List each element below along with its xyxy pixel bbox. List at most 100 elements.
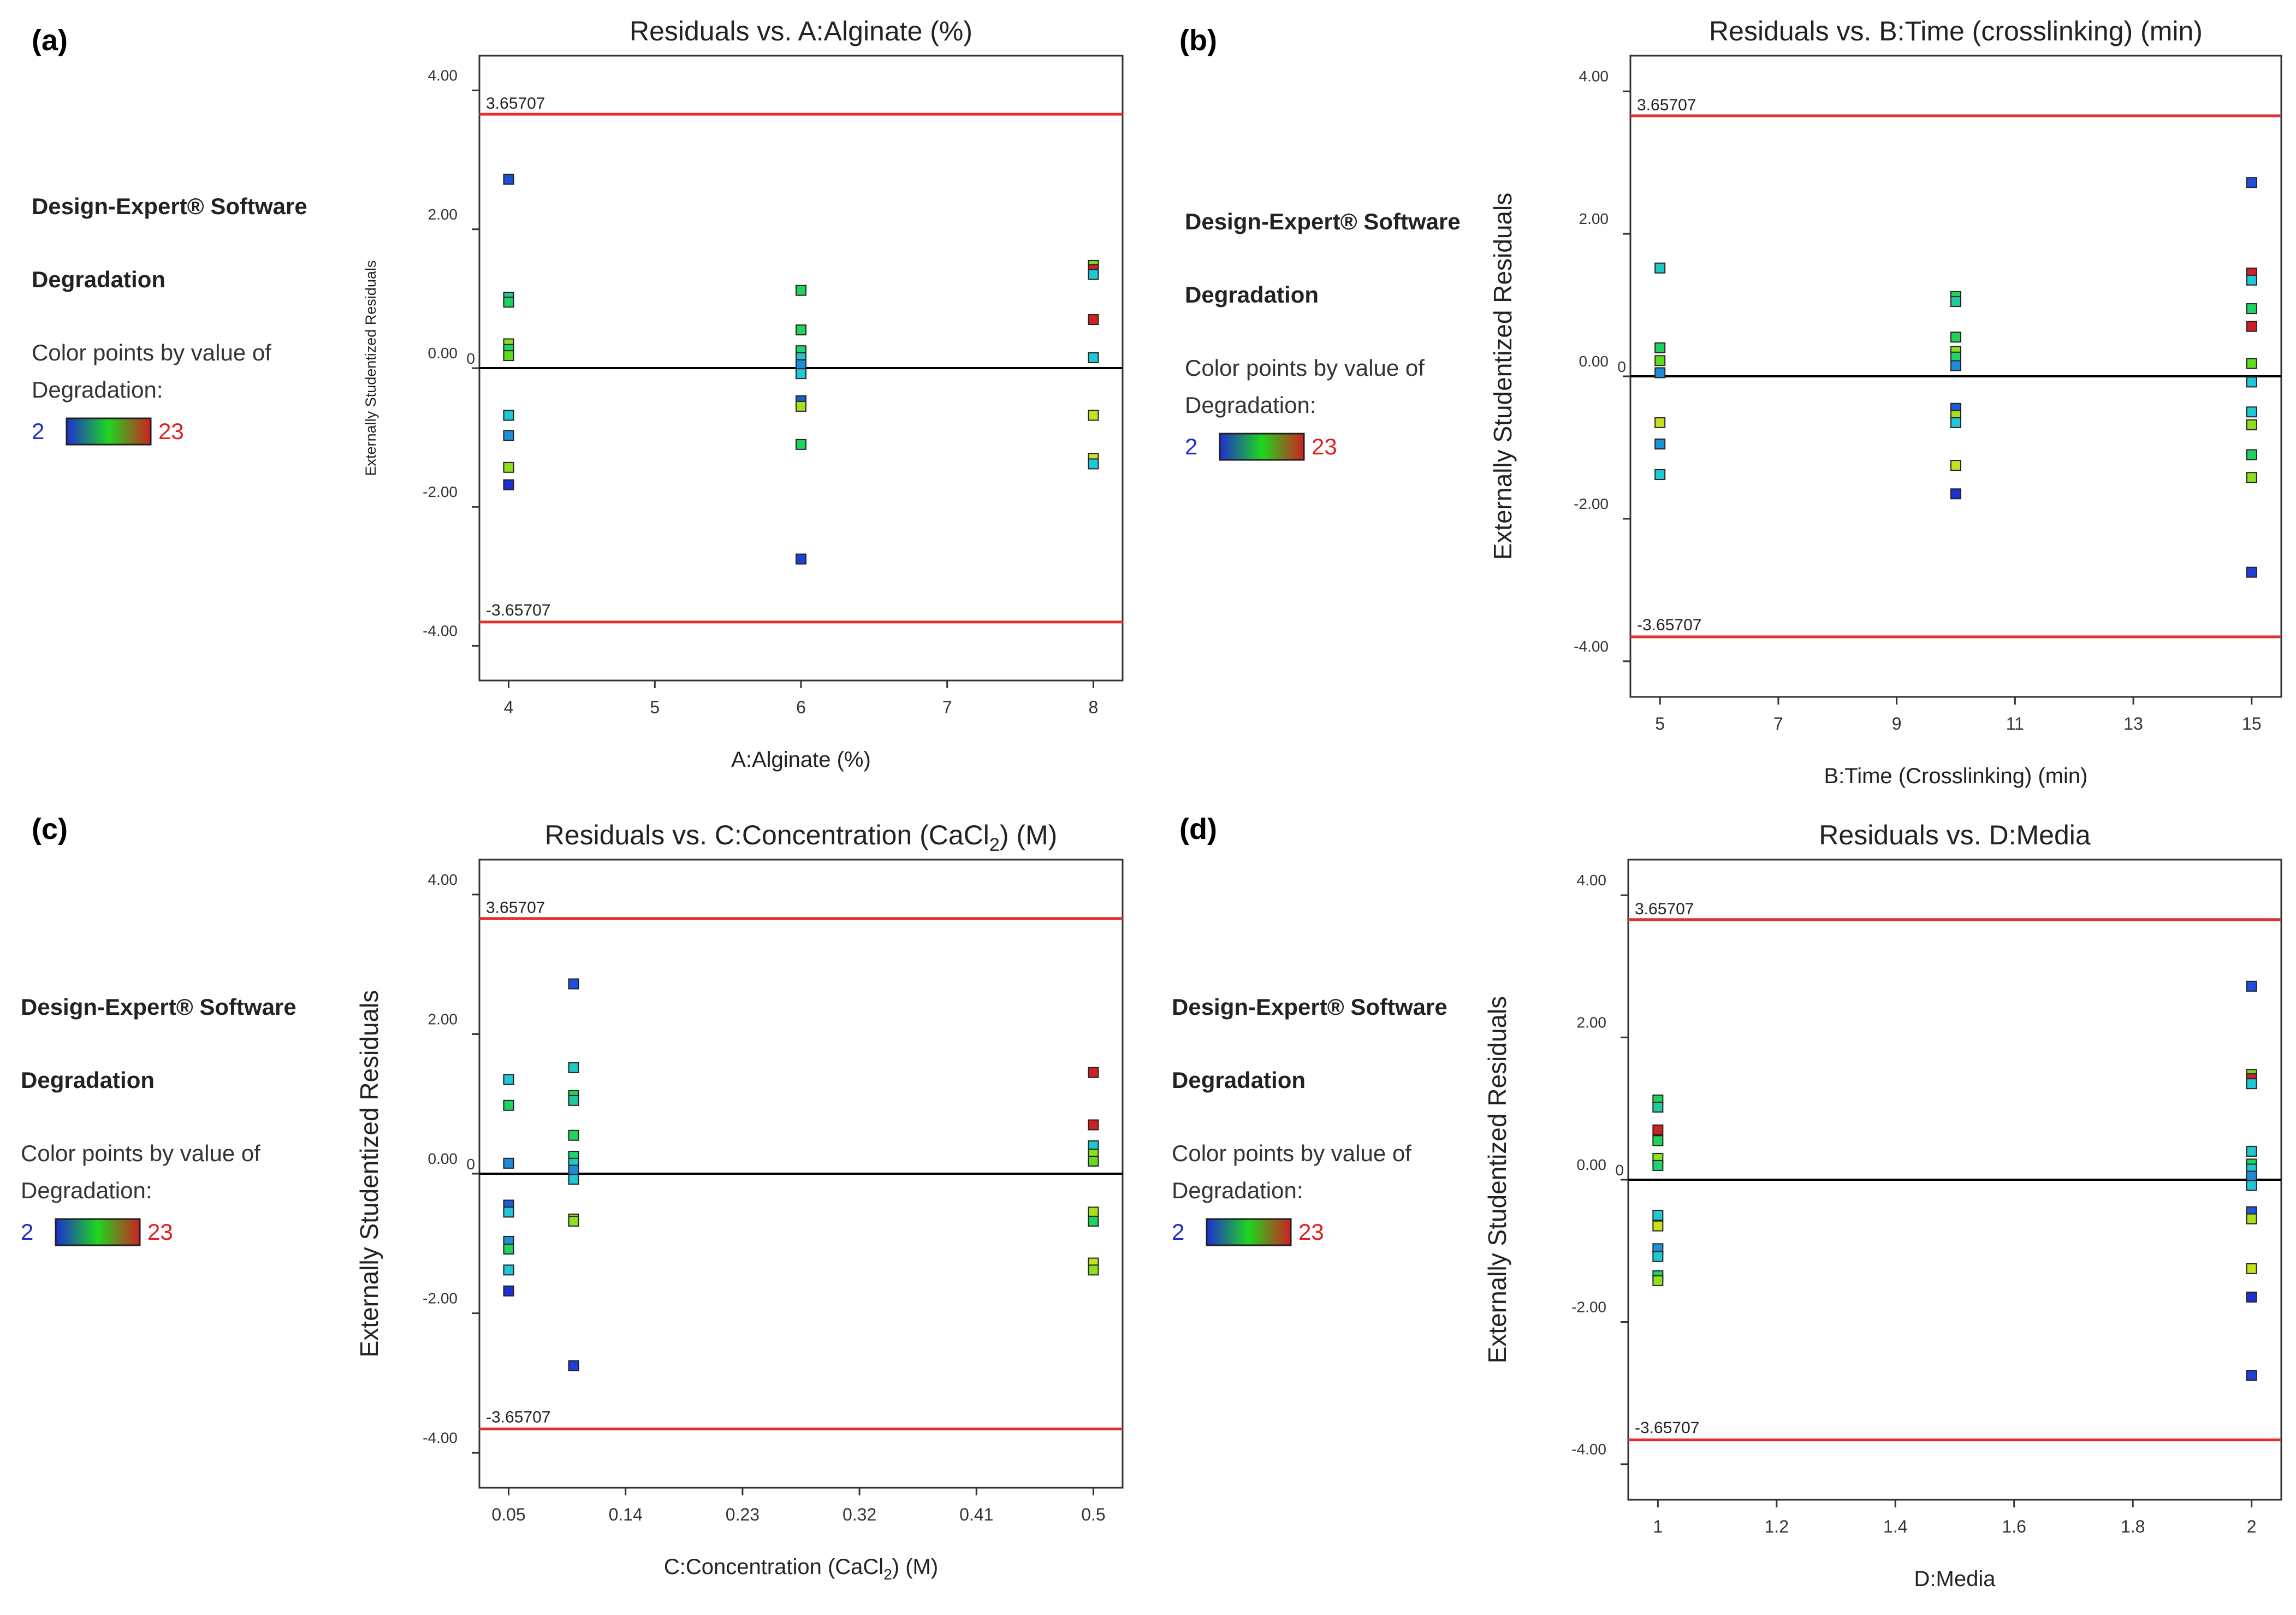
data-point: [796, 553, 806, 565]
data-point: [1950, 332, 1961, 343]
data-point: [1652, 1124, 1664, 1135]
data-point: [1652, 1220, 1664, 1232]
data-point: [1088, 1156, 1099, 1167]
x-tick-label: 1.4: [1883, 1517, 1907, 1536]
data-point: [1088, 1067, 1099, 1078]
zero-line-label: 0: [466, 1156, 475, 1173]
legend-min-value: 2: [1172, 1219, 1184, 1245]
legend-color-gradient: [1206, 1218, 1292, 1246]
data-point: [2246, 1291, 2257, 1303]
x-tick-label: 6: [796, 697, 806, 717]
x-axis-label: A:Alginate (%): [731, 748, 871, 772]
data-point: [2246, 376, 2257, 388]
data-point: [1652, 1135, 1664, 1146]
x-tick-label: 0.05: [491, 1505, 525, 1524]
x-tick-label: 5: [650, 697, 660, 717]
legend-min-value: 2: [1185, 434, 1197, 459]
x-tick-label: 2: [2247, 1517, 2257, 1536]
y-tick-label: 0.00: [1579, 353, 1609, 370]
x-tick-label: 0.5: [1081, 1505, 1105, 1524]
data-point: [1088, 458, 1099, 470]
data-point: [796, 285, 806, 296]
y-tick-label: 4.00: [1577, 872, 1607, 889]
data-point: [1654, 438, 1666, 449]
lower-limit-label: -3.65707: [1637, 616, 1701, 634]
y-tick-label: 4.00: [428, 871, 458, 888]
legend-response-name: Degradation: [1185, 282, 1319, 307]
data-point: [503, 410, 514, 421]
data-point: [2246, 177, 2257, 188]
data-point: [2246, 358, 2257, 369]
chart-panel-4: (d) Residuals vs. D:Media 4.00 2.00 0.00 -2.0…: [1172, 813, 2282, 1591]
data-point: [1654, 342, 1666, 353]
panel-label: (c): [32, 813, 68, 845]
data-point: [2246, 449, 2257, 460]
chart-title: Residuals vs. C:Concentration (CaCl2) (M…: [545, 820, 1058, 855]
x-tick-label: 4: [504, 697, 514, 717]
data-point: [1652, 1210, 1664, 1221]
legend-response-name: Degradation: [32, 267, 165, 292]
y-tick-label: 0.00: [428, 1150, 458, 1167]
data-point: [503, 174, 514, 185]
data-point: [2246, 1078, 2257, 1090]
zero-line-label: 0: [1615, 1162, 1624, 1179]
data-point: [503, 1099, 514, 1111]
data-point: [1088, 314, 1099, 326]
x-tick-label: 5: [1655, 714, 1665, 733]
data-point: [503, 462, 514, 473]
upper-limit-label: 3.65707: [1637, 96, 1696, 114]
legend-color-by: Color points by value of: [1185, 355, 1425, 381]
y-tick-label: 2.00: [428, 206, 458, 223]
x-tick-label: 0.41: [959, 1505, 993, 1524]
data-point: [1654, 262, 1666, 274]
data-point: [503, 1285, 514, 1297]
x-axis-label-subscript: 2: [883, 1566, 892, 1583]
chart-title: Residuals vs. A:Alginate (%): [630, 16, 972, 46]
chart-title: Residuals vs. D:Media: [1819, 820, 2091, 850]
data-point: [796, 324, 806, 336]
chart-panel-1: (a) Residuals vs. A:Alginate (%) 4.00 2.00 0…: [32, 16, 1124, 772]
legend-software-title: Design-Expert® Software: [32, 193, 307, 219]
y-tick-label: 2.00: [1579, 210, 1609, 227]
data-point: [2246, 472, 2257, 483]
panel-label: (d): [1179, 813, 1217, 845]
data-point: [568, 978, 579, 990]
x-axis-label-end: ) (M): [892, 1555, 938, 1579]
data-point: [1088, 269, 1099, 280]
upper-limit-label: 3.65707: [1635, 900, 1694, 918]
data-point: [1088, 1264, 1099, 1276]
x-tick-label: 13: [2123, 714, 2143, 733]
x-axis-label: B:Time (Crosslinking) (min): [1824, 764, 2087, 788]
data-point: [1654, 355, 1666, 366]
data-point: [503, 1206, 514, 1218]
y-tick-label: 0.00: [428, 345, 458, 362]
data-point: [1088, 1206, 1099, 1218]
data-point: [2246, 1370, 2257, 1381]
legend-color-by-2: Degradation:: [1185, 392, 1316, 418]
lower-limit-label: -3.65707: [486, 601, 550, 619]
x-axis-label: D:Media: [1914, 1567, 1996, 1591]
data-point: [2246, 1263, 2257, 1274]
upper-limit-label: 3.65707: [486, 899, 545, 917]
y-tick-label: 2.00: [1577, 1014, 1607, 1031]
x-tick-label: 1.6: [2002, 1517, 2026, 1536]
x-tick-label: 0.23: [726, 1505, 760, 1524]
legend-min-value: 2: [32, 418, 44, 444]
data-point: [1950, 417, 1961, 428]
data-point: [1950, 296, 1961, 307]
legend-software-title: Design-Expert® Software: [21, 994, 296, 1020]
data-point: [1654, 367, 1666, 378]
lower-limit-label: -3.65707: [486, 1408, 550, 1426]
data-point: [1088, 1215, 1099, 1227]
legend-software-title: Design-Expert® Software: [1185, 209, 1461, 234]
y-tick-label: -2.00: [423, 1290, 458, 1307]
legend-color-by: Color points by value of: [21, 1140, 260, 1166]
zero-line-label: 0: [466, 350, 475, 367]
data-point: [568, 1174, 579, 1185]
data-point: [796, 439, 806, 450]
x-tick-label: 15: [2242, 714, 2262, 733]
chart-panel-2: (b) Residuals vs. B:Time (crosslinking) (…: [1179, 16, 2282, 788]
data-point: [2246, 303, 2257, 315]
data-point: [2246, 274, 2257, 286]
